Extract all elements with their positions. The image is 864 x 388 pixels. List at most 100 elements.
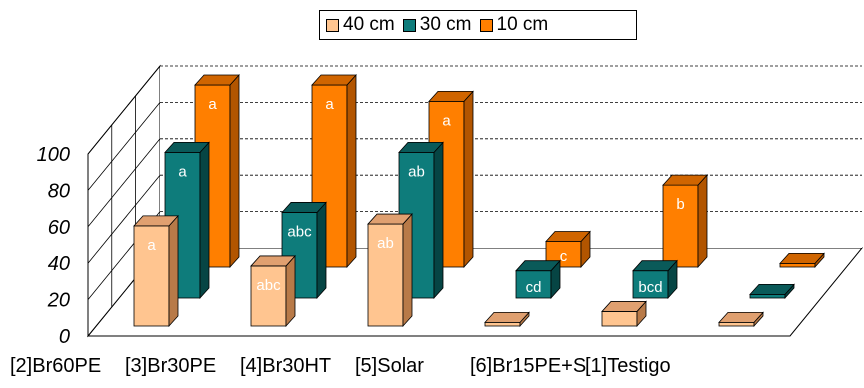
bar-top — [484, 311, 530, 323]
bar-40cm-0: a — [133, 214, 179, 328]
bar-side — [402, 213, 413, 328]
bar-top — [398, 141, 444, 153]
bar-top — [779, 252, 825, 264]
y-tick-label: 20 — [47, 290, 70, 312]
gridline-left — [87, 138, 161, 228]
x-tick-label: [5]Solar — [355, 355, 424, 377]
bar-data-label: c — [499, 339, 507, 356]
bar-top — [164, 141, 210, 153]
bar-side — [285, 254, 296, 328]
bar-data-label: a — [325, 96, 334, 113]
bar-front — [601, 311, 638, 327]
bar-40cm-5: c — [718, 311, 764, 356]
bar-top — [281, 202, 327, 213]
bar-side — [433, 141, 444, 300]
bar-front — [367, 223, 404, 327]
bar-10cm-4: b — [662, 174, 708, 269]
bar-top — [194, 74, 240, 86]
legend-swatch-10cm — [479, 18, 493, 32]
bar-top — [749, 283, 795, 295]
bar-front — [133, 225, 170, 327]
legend-entry-30cm: 30 cm — [402, 14, 472, 36]
legend-label-40cm: 40 cm — [343, 14, 395, 35]
bar-data-label: c — [560, 248, 568, 265]
bar-top — [662, 174, 708, 186]
legend-swatch-30cm — [402, 18, 416, 32]
back-wall — [160, 66, 862, 248]
legend-entry-10cm: 10 cm — [479, 14, 549, 36]
gridline-left — [87, 174, 161, 264]
y-tick-label: 40 — [48, 253, 70, 275]
bar-data-label: a — [147, 237, 156, 254]
bar-front — [749, 293, 786, 299]
legend-label-10cm: 10 cm — [496, 14, 549, 35]
x-tick-label: [6]Br15PE+S — [470, 355, 586, 377]
bar-top — [601, 301, 647, 312]
bar-10cm-3: c — [545, 230, 591, 269]
x-tick-label: [1]Testigo — [585, 355, 671, 377]
bar-data-label: c — [733, 339, 741, 356]
bar-data-label: c — [794, 280, 802, 297]
bar-front — [250, 265, 287, 327]
bar-side — [697, 174, 708, 269]
bar-40cm-1: abc — [250, 254, 296, 328]
bar-top — [718, 311, 764, 323]
bar-front — [779, 262, 816, 268]
bar-data-label: bcd — [638, 279, 662, 296]
bar-10cm-0: a — [194, 73, 240, 269]
legend: 40 cm 30 cm 10 cm — [319, 10, 637, 40]
bar-top — [545, 231, 591, 242]
bar-40cm-3: c — [484, 311, 530, 356]
bar-30cm-4: bcd — [632, 259, 678, 300]
x-tick-label: [3]Br30PE — [125, 355, 216, 377]
bar-data-label: bc — [612, 339, 628, 356]
x-axis: [2]Br60PE [3]Br30PE [4]Br30HT [5]Solar [6]Br… — [10, 355, 671, 377]
bar-data-label: a — [208, 96, 217, 113]
bar-data-label: ab — [377, 235, 394, 252]
bar-top — [428, 90, 474, 102]
y-axis: 0 20 40 60 80 100 — [37, 144, 70, 348]
bar-10cm-5: c — [779, 252, 825, 297]
bar-data-label: b — [676, 196, 684, 213]
y-tick-label: 0 — [59, 326, 70, 348]
bar-side — [463, 90, 474, 269]
bar-data-label: a — [178, 163, 187, 180]
bar-top — [515, 260, 561, 272]
bar-top — [133, 215, 179, 227]
bar-front — [718, 321, 755, 327]
bar-data-label: abc — [287, 223, 312, 240]
y-tick-label: 100 — [37, 144, 70, 166]
bar-top — [632, 260, 678, 272]
bar-30cm-3: cd — [515, 259, 561, 300]
bar-data-label: d — [763, 311, 771, 328]
x-tick-label: [2]Br60PE — [10, 355, 101, 377]
bar-40cm-4: bc — [601, 300, 647, 356]
gridlines — [87, 65, 862, 300]
bar-top — [311, 74, 357, 86]
bar-40cm-2: ab — [367, 213, 413, 328]
bar-front — [484, 321, 521, 327]
y-tick-label: 80 — [48, 180, 70, 202]
bar-side — [346, 73, 357, 269]
bar-side — [199, 141, 210, 300]
bar-front — [662, 184, 699, 268]
bar-10cm-1: a — [311, 73, 357, 269]
legend-label-30cm: 30 cm — [419, 14, 472, 35]
bar-side — [229, 73, 240, 269]
bar-data-label: cd — [526, 279, 542, 296]
x-tick-label: [4]Br30HT — [240, 355, 331, 377]
gridline-left — [87, 65, 161, 155]
bar-top — [367, 213, 413, 225]
bar-data-label: abc — [256, 277, 281, 294]
bar-data-label: ab — [408, 163, 425, 180]
bar-data-label: a — [442, 112, 451, 129]
legend-swatch-40cm — [326, 18, 339, 32]
y-tick-label: 60 — [48, 217, 70, 239]
bar-side — [316, 201, 327, 300]
gridline-left — [87, 102, 161, 191]
bar-30cm-5: d — [749, 283, 795, 328]
legend-entry-40cm: 40 cm — [326, 14, 395, 36]
